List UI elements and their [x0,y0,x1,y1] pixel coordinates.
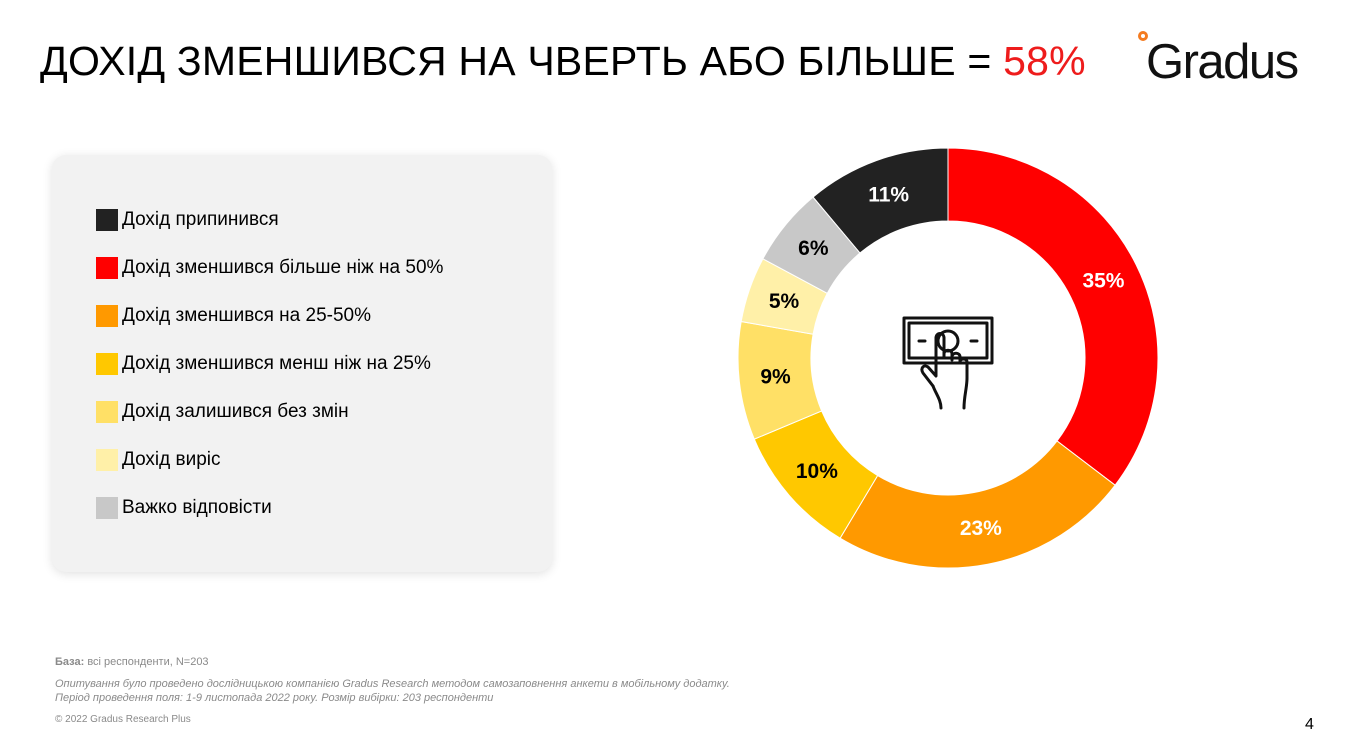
page-number: 4 [1305,716,1314,733]
footer-method-line-2: Період проведення поля: 1-9 листопада 20… [55,692,494,704]
legend-label: Дохід виріс [122,449,221,470]
legend-panel: Дохід припинився Дохід зменшився більше н… [52,155,552,572]
donut-slice [762,196,861,294]
legend-label: Дохід зменшився менш ніж на 25% [122,353,431,374]
legend-item: Важко відповісти [96,497,443,519]
donut-slice-label: 5% [769,290,800,313]
donut-slice-label: 10% [796,460,838,483]
legend-swatch [96,305,118,327]
legend-label: Важко відповісти [122,497,272,518]
donut-slice-label: 6% [798,237,829,260]
donut-slice-label: 9% [760,366,791,389]
legend-swatch [96,257,118,279]
donut-slice [947,147,1159,486]
title-highlight-value: 58% [1003,38,1086,84]
footer-method-line-1: Опитування було проведено дослідницькою … [55,678,730,690]
gradus-logo: Gradus [1136,28,1331,89]
title-text: ДОХІД ЗМЕНШИВСЯ НА ЧВЕРТЬ АБО БІЛЬШЕ = [40,38,1004,84]
footer-base-text: всі респонденти, N=203 [84,656,209,668]
legend-swatch [96,497,118,519]
legend-swatch [96,449,118,471]
logo-text: Gradus [1146,35,1299,89]
donut-slice-label: 11% [868,183,909,206]
donut-chart: 11% 35% 23% 10% 9% 5% 6% [737,147,1159,569]
legend-label: Дохід залишився без змін [122,401,349,422]
legend-item: Дохід залишився без змін [96,401,443,423]
footer-copyright: © 2022 Gradus Research Plus [55,714,191,725]
legend-item: Дохід зменшився менш ніж на 25% [96,353,443,375]
donut-slice [839,440,1116,569]
legend-label: Дохід зменшився на 25-50% [122,305,371,326]
donut-slice-labels: 11% 35% 23% 10% 9% 5% 6% [760,183,1124,539]
legend-item: Дохід виріс [96,449,443,471]
chart-legend: Дохід припинився Дохід зменшився більше н… [96,209,443,545]
page-title: ДОХІД ЗМЕНШИВСЯ НА ЧВЕРТЬ АБО БІЛЬШЕ = 5… [40,38,1086,85]
donut-slice-label: 23% [960,517,1002,540]
footer-base: База: всі респонденти, N=203 [55,656,209,668]
donut-slices [737,147,1159,569]
legend-label: Дохід припинився [122,209,279,230]
hand-with-banknote-icon [902,316,994,410]
legend-item: Дохід припинився [96,209,443,231]
legend-swatch [96,353,118,375]
footer-base-label: База: [55,656,85,668]
legend-item: Дохід зменшився на 25-50% [96,305,443,327]
legend-item: Дохід зменшився більше ніж на 50% [96,257,443,279]
legend-swatch [96,401,118,423]
legend-swatch [96,209,118,231]
donut-slice-label: 35% [1082,269,1124,292]
logo-ring-icon [1138,31,1148,41]
legend-label: Дохід зменшився більше ніж на 50% [122,257,444,278]
